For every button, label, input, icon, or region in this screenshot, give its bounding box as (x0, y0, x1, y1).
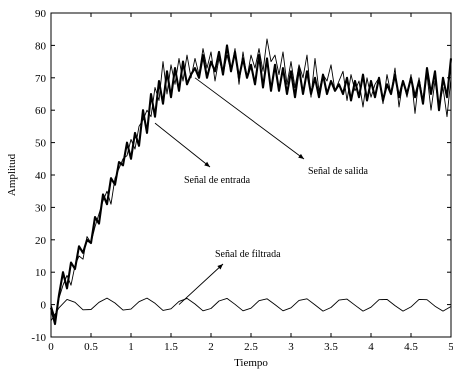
y-tick-label: 50 (35, 138, 47, 150)
x-tick-label: 4 (368, 341, 374, 353)
x-tick-label: 4.5 (404, 341, 418, 353)
y-tick-label: 70 (35, 73, 47, 85)
y-tick-label: 40 (35, 170, 47, 182)
y-tick-label: 20 (35, 235, 47, 247)
annotation-arrow (155, 123, 210, 167)
series-line-2 (51, 45, 451, 324)
y-tick-label: 80 (35, 40, 47, 52)
y-tick-label: 90 (35, 8, 47, 20)
x-tick-label: 5 (448, 341, 453, 353)
x-axis-label: Tiempo (234, 357, 268, 369)
x-tick-label: 2.5 (244, 341, 258, 353)
x-tick-label: 2 (208, 341, 214, 353)
annotation-arrowhead (298, 154, 304, 159)
x-tick-label: 1 (128, 341, 134, 353)
annotation-label: Señal de filtrada (215, 249, 281, 260)
x-tick-label: 3 (288, 341, 294, 353)
x-tick-label: 1.5 (164, 341, 178, 353)
y-axis-label: Amplitud (6, 153, 18, 196)
plot-frame (51, 13, 451, 337)
y-tick-label: 60 (35, 105, 47, 117)
x-tick-label: 0.5 (84, 341, 98, 353)
annotation-label: Señal de entrada (184, 175, 251, 186)
y-tick-label: 10 (35, 267, 47, 279)
annotation-label: Señal de salida (308, 166, 369, 177)
annotation-arrow (179, 264, 223, 305)
y-tick-label: -10 (31, 332, 46, 344)
y-tick-label: 30 (35, 202, 47, 214)
x-tick-label: 0 (48, 341, 54, 353)
x-tick-label: 3.5 (324, 341, 338, 353)
annotations: Señal de entrada Señal de salida Señal de … (155, 78, 369, 305)
series-line-3 (51, 298, 451, 321)
y-tick-label: 0 (41, 300, 47, 312)
series-layer (51, 39, 451, 324)
